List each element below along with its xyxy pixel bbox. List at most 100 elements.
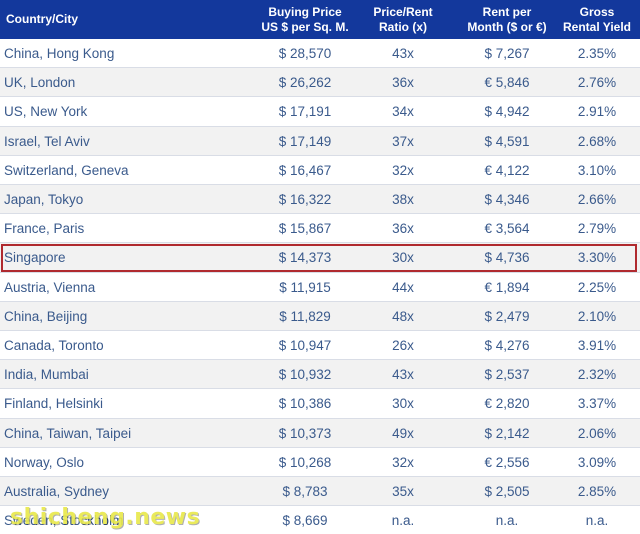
- table-row: Singapore $ 14,373 30x $ 4,736 3.30%: [0, 243, 640, 273]
- cell-ratio: 49x: [392, 425, 414, 441]
- cell-ratio: 26x: [392, 338, 414, 353]
- header-rent-line2: Month ($ or €): [467, 19, 547, 34]
- header-ratio-line2: Ratio (x): [379, 19, 427, 34]
- table-row: Sweden, Stockholm $ 8,669 n.a. n.a. n.a.: [0, 506, 640, 534]
- cell-ratio: 43x: [392, 46, 414, 61]
- cell-country: China, Beijing: [4, 308, 88, 324]
- cell-yield: 3.37%: [577, 396, 617, 412]
- table-row: Finland, Helsinki $ 10,386 30x € 2,820 3.37%: [0, 389, 640, 419]
- cell-rent: $ 4,736: [484, 250, 530, 266]
- table-row: UK, London $ 26,262 36x € 5,846 2.76%: [0, 68, 640, 98]
- header-price-line1: Buying Price: [268, 4, 342, 19]
- cell-ratio: 43x: [392, 367, 414, 383]
- cell-price: $ 10,947: [278, 338, 332, 353]
- cell-price: $ 14,373: [278, 250, 332, 266]
- cell-price: $ 11,829: [279, 308, 331, 324]
- header-rent: Rent per Month ($ or €): [442, 0, 572, 39]
- cell-country: India, Mumbai: [4, 367, 89, 383]
- table-row: US, New York $ 17,191 34x $ 4,942 2.91%: [0, 97, 640, 127]
- cell-ratio: 30x: [392, 250, 414, 266]
- table-row: Austria, Vienna $ 11,915 44x € 1,894 2.25%: [0, 273, 640, 302]
- cell-rent: n.a.: [495, 513, 519, 529]
- cell-rent: € 4,122: [484, 162, 530, 178]
- cell-yield: 2.76%: [577, 75, 617, 91]
- cell-price: $ 10,386: [278, 396, 332, 412]
- cell-price: $ 10,373: [278, 425, 332, 441]
- cell-country: France, Paris: [4, 221, 85, 237]
- cell-rent: $ 2,537: [484, 367, 530, 383]
- cell-yield: 3.10%: [577, 162, 617, 178]
- cell-price: $ 16,322: [278, 192, 332, 207]
- cell-ratio: 30x: [392, 396, 414, 412]
- cell-ratio: 34x: [392, 104, 414, 120]
- header-yield-line2: Rental Yield: [562, 19, 632, 34]
- cell-country: Austria, Vienna: [4, 279, 96, 295]
- cell-yield: 2.66%: [577, 192, 617, 207]
- cell-price: $ 10,932: [278, 367, 332, 383]
- cell-ratio: 37x: [392, 133, 414, 149]
- cell-price: $ 17,149: [278, 133, 332, 149]
- cell-yield: 2.85%: [577, 484, 617, 499]
- cell-country: Switzerland, Geneva: [4, 162, 129, 178]
- cell-rent: € 1,894: [484, 279, 530, 295]
- table-row: China, Hong Kong $ 28,570 43x $ 7,267 2.35%: [0, 39, 640, 69]
- cell-rent: € 5,846: [484, 75, 530, 91]
- cell-country: Sweden, Stockholm: [4, 513, 124, 529]
- cell-ratio: 35x: [392, 484, 414, 499]
- watermark: shicheng.news: [10, 505, 201, 530]
- cell-rent: $ 4,346: [484, 192, 530, 207]
- cell-yield: 2.79%: [577, 221, 617, 237]
- header-ratio: Price/Rent Ratio (x): [364, 0, 442, 39]
- cell-country: China, Hong Kong: [4, 46, 115, 61]
- cell-country: UK, London: [4, 75, 76, 91]
- cell-yield: 3.30%: [577, 250, 617, 266]
- cell-price: $ 8,669: [282, 513, 328, 529]
- table-row: China, Beijing $ 11,829 48x $ 2,479 2.10%: [0, 301, 640, 331]
- cell-country: Israel, Tel Aviv: [4, 133, 90, 149]
- cell-country: Singapore: [4, 250, 66, 266]
- table-row: France, Paris $ 15,867 36x € 3,564 2.79%: [0, 214, 640, 244]
- header-country-label: Country/City: [6, 12, 78, 26]
- cell-yield: 2.91%: [577, 104, 617, 120]
- cell-rent: € 2,556: [484, 454, 530, 470]
- header-price: Buying Price US $ per Sq. M.: [246, 0, 364, 39]
- cell-price: $ 16,467: [278, 162, 332, 178]
- cell-price: $ 11,915: [279, 279, 331, 295]
- table-row: Australia, Sydney $ 8,783 35x $ 2,505 2.85%: [0, 477, 640, 507]
- cell-rent: $ 4,276: [484, 338, 530, 353]
- cell-ratio: 32x: [392, 454, 414, 470]
- cell-country: US, New York: [4, 104, 88, 120]
- cell-price: $ 26,262: [278, 75, 332, 91]
- cell-yield: 2.35%: [577, 46, 617, 61]
- cell-ratio: 36x: [392, 75, 414, 91]
- table-row: India, Mumbai $ 10,932 43x $ 2,537 2.32%: [0, 360, 640, 390]
- table-row: China, Taiwan, Taipei $ 10,373 49x $ 2,142 2…: [0, 418, 640, 448]
- header-rent-line1: Rent per: [482, 4, 532, 19]
- table-row: Switzerland, Geneva $ 16,467 32x € 4,122 3.1…: [0, 156, 640, 185]
- cell-price: $ 28,570: [278, 46, 332, 61]
- cell-country: China, Taiwan, Taipei: [4, 425, 132, 441]
- cell-yield: 2.68%: [577, 133, 617, 149]
- cell-country: Norway, Oslo: [4, 454, 85, 470]
- cell-yield: n.a.: [585, 513, 609, 529]
- cell-yield: 2.25%: [577, 279, 617, 295]
- cell-ratio: 38x: [392, 192, 414, 207]
- cell-rent: $ 2,142: [484, 425, 530, 441]
- cell-price: $ 17,191: [278, 104, 332, 120]
- header-ratio-line1: Price/Rent: [373, 4, 433, 19]
- table-row: Japan, Tokyo $ 16,322 38x $ 4,346 2.66%: [0, 185, 640, 215]
- table-header: Country/City Buying Price US $ per Sq. M…: [0, 0, 640, 39]
- cell-ratio: 36x: [392, 221, 414, 237]
- table-row: Israel, Tel Aviv $ 17,149 37x $ 4,591 2.68%: [0, 126, 640, 156]
- cell-country: Japan, Tokyo: [4, 192, 84, 207]
- table-row: Norway, Oslo $ 10,268 32x € 2,556 3.09%: [0, 448, 640, 477]
- cell-rent: $ 4,591: [484, 133, 530, 149]
- cell-yield: 2.32%: [577, 367, 617, 383]
- table-row: Canada, Toronto $ 10,947 26x $ 4,276 3.91%: [0, 331, 640, 361]
- cell-country: Australia, Sydney: [4, 484, 110, 499]
- cell-price: $ 10,268: [278, 454, 332, 470]
- cell-rent: $ 7,267: [484, 46, 530, 61]
- cell-ratio: 48x: [392, 308, 414, 324]
- cell-price: $ 15,867: [278, 221, 332, 237]
- cell-rent: € 2,820: [484, 396, 530, 412]
